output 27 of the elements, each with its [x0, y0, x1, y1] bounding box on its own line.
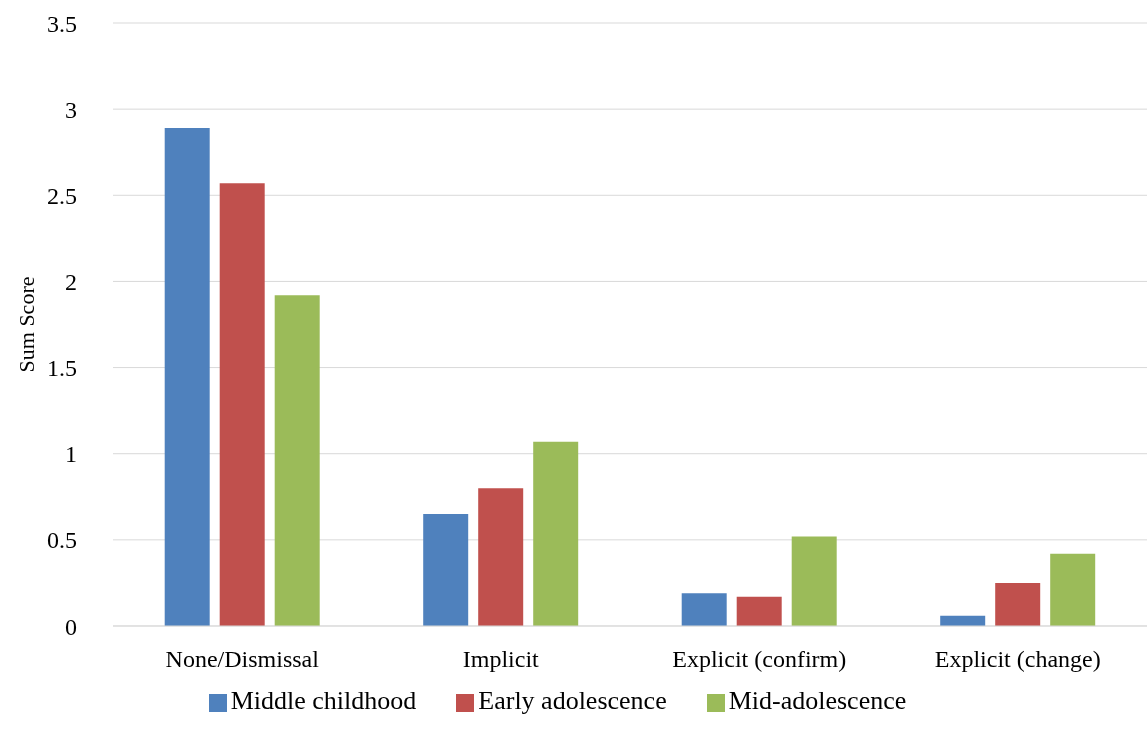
bar [736, 596, 782, 626]
bar [681, 593, 727, 626]
bar [533, 441, 579, 626]
legend-label: Early adolescence [478, 686, 667, 715]
y-tick-label: 2 [65, 268, 77, 295]
bar [1050, 553, 1096, 626]
bar [478, 488, 524, 626]
y-tick-label: 0.5 [47, 527, 77, 554]
x-tick-label: Explicit (change) [934, 646, 1101, 673]
y-axis-title: Sum Score [13, 276, 39, 373]
y-tick-label: 0 [65, 613, 77, 640]
bar [274, 295, 320, 626]
y-tick-label: 1.5 [47, 355, 77, 382]
legend-label: Middle childhood [230, 686, 417, 715]
bar [219, 183, 265, 626]
bar [164, 128, 210, 626]
bar [423, 514, 469, 626]
y-tick-label: 3.5 [47, 10, 77, 37]
legend-label: Mid-adolescence [728, 686, 907, 715]
x-tick-label: Explicit (confirm) [672, 646, 847, 673]
bar [791, 536, 837, 626]
y-tick-label: 2.5 [47, 182, 77, 209]
y-tick-label: 1 [65, 441, 77, 468]
y-tick-label: 3 [65, 96, 77, 123]
x-tick-label: Implicit [462, 646, 540, 673]
x-tick-label: None/Dismissal [165, 646, 320, 673]
bar [995, 582, 1041, 626]
